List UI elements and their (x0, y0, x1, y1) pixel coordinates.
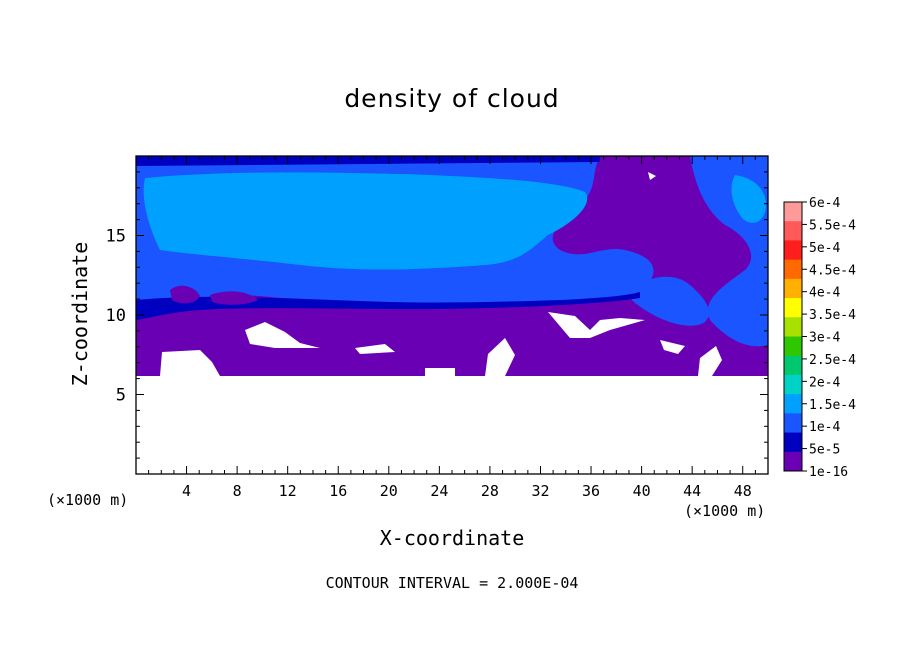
x-tick-label: 12 (279, 482, 297, 500)
no-cloud-patch-3 (355, 344, 395, 354)
field-cloud-core-right (731, 175, 766, 223)
field-dark-band-top (136, 156, 600, 166)
x-tick-label: 16 (329, 482, 347, 500)
x-tick-label: 32 (531, 482, 549, 500)
colorbar-swatch (784, 221, 802, 241)
colorbar-swatch (784, 451, 802, 472)
x-tick-label: 44 (683, 482, 701, 500)
colorbar-label: 4.5e-4 (809, 263, 856, 278)
colorbar-label: 4e-4 (809, 286, 840, 301)
colorbar-label: 5e-5 (809, 443, 840, 458)
contour-interval-note: CONTOUR INTERVAL = 2.000E-04 (325, 574, 579, 592)
field-intrusion-mid (210, 291, 258, 305)
colorbar-swatch (784, 413, 802, 434)
x-tick-label: 28 (481, 482, 499, 500)
field-dark-band-base (136, 292, 640, 320)
x-ticks: 4 8 12 16 20 24 28 32 36 40 44 48 (148, 156, 756, 500)
x-tick-label: 48 (734, 482, 752, 500)
field-cloud-core (143, 172, 588, 270)
colorbar-swatch (784, 202, 802, 222)
x-tick-label: 40 (633, 482, 651, 500)
no-cloud-patch-9 (648, 172, 656, 180)
x-tick-label: 20 (380, 482, 398, 500)
y-tick-label: 15 (106, 227, 126, 247)
no-cloud-patch-8 (425, 368, 455, 376)
colorbar-swatch (784, 278, 802, 299)
y-tick-label: 5 (116, 386, 126, 406)
no-cloud-patch-1 (160, 350, 220, 376)
no-cloud-patch-2 (245, 322, 320, 348)
x-tick-label: 24 (430, 482, 448, 500)
field-intrusion-left (170, 285, 200, 304)
cloud-density-field (136, 156, 768, 376)
no-cloud-lower (136, 376, 768, 474)
colorbar-label: 5.5e-4 (809, 218, 856, 233)
x-tick-label: 8 (233, 482, 242, 500)
x-tick-label: 4 (182, 482, 191, 500)
colorbar-label: 1e-4 (809, 420, 840, 435)
y-axis-unit: (×1000 m) (47, 491, 129, 509)
colorbar-label: 3e-4 (809, 331, 840, 346)
colorbar-label: 5e-4 (809, 241, 840, 256)
colorbar-swatch (784, 374, 802, 395)
x-axis-label: X-coordinate (379, 526, 525, 550)
colorbar-swatch (784, 355, 802, 376)
colorbar-swatch (784, 394, 802, 414)
no-cloud-patch-5 (548, 312, 645, 338)
x-tick-label: 36 (582, 482, 600, 500)
no-cloud-patch-6 (660, 340, 685, 354)
colorbar-swatch (784, 298, 802, 318)
colorbar-swatch (784, 336, 802, 357)
field-cloud-layer-right-lower (628, 276, 710, 326)
colorbar: 6e-4 5.5e-4 5e-4 4.5e-4 4e-4 3.5e-4 3e-4 2.5e-4… (783, 196, 856, 480)
y-ticks: 5 10 15 (106, 171, 768, 459)
no-cloud-region (136, 172, 768, 474)
no-cloud-patch-4 (485, 338, 515, 376)
colorbar-swatch (784, 317, 802, 337)
x-axis-unit: (×1000 m) (684, 502, 766, 520)
colorbar-label: 1e-16 (809, 465, 848, 480)
colorbar-swatch (784, 240, 802, 261)
colorbar-label: 6e-4 (809, 196, 840, 211)
colorbar-swatch (784, 259, 802, 280)
y-axis-label: Z-coordinate (68, 241, 92, 387)
colorbar-label: 1.5e-4 (809, 398, 856, 413)
chart-title: density of cloud (344, 84, 560, 113)
no-cloud-patch-7 (698, 346, 722, 376)
colorbar-label: 2e-4 (809, 375, 840, 390)
colorbar-label: 2.5e-4 (809, 353, 856, 368)
colorbar-label: 3.5e-4 (809, 308, 856, 323)
colorbar-swatch (784, 432, 802, 453)
y-tick-label: 10 (106, 306, 126, 326)
